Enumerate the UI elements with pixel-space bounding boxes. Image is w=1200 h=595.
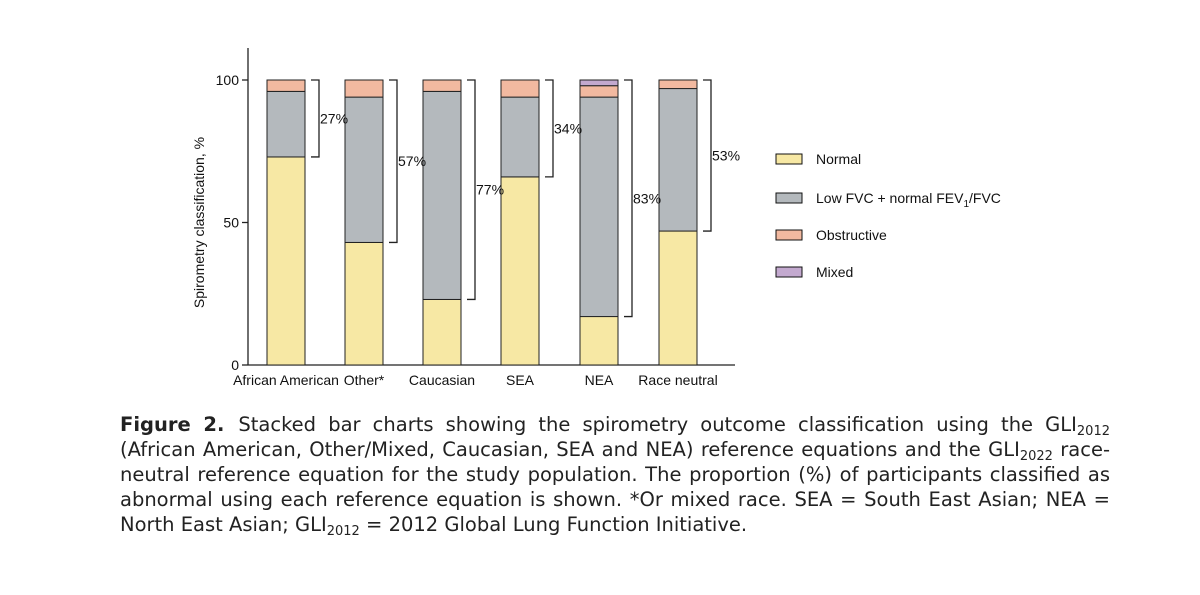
legend-swatch-mixed [775, 266, 803, 278]
figure-label: Figure 2. [120, 413, 225, 436]
legend-item-normal: Normal [775, 151, 861, 167]
bar-segment-obstructive [500, 79, 540, 98]
y-axis-label: Spirometry classification, % [191, 137, 207, 308]
y-tick-label: 100 [216, 72, 240, 88]
caption-sub-3: 2012 [326, 524, 360, 539]
x-tick-label: NEA [585, 372, 614, 388]
bar-segment-low [658, 88, 698, 232]
abnormal-bracket [389, 79, 398, 244]
bar-segment-obstructive [266, 79, 306, 92]
bar-segment-obstructive [344, 79, 384, 98]
bar-segment-normal [579, 316, 619, 366]
caption-text-1: Stacked bar charts showing the spirometr… [238, 413, 1077, 436]
abnormal-percent-label: 57% [398, 153, 426, 169]
legend-swatch-obstructive [775, 229, 803, 241]
legend-item-low-fvc: Low FVC + normal FEV1/FVC [775, 190, 1001, 210]
abnormal-bracket [467, 79, 476, 301]
legend-label-low-fvc: Low FVC + normal FEV1/FVC [816, 190, 1001, 210]
y-tick-label: 0 [231, 357, 239, 373]
legend-swatch-low-fvc [775, 192, 803, 204]
legend-label-obstructive: Obstructive [816, 227, 887, 243]
caption-text-3: race-neutral reference equation for the … [120, 438, 1111, 536]
legend: Normal Low FVC + normal FEV1/FVC Obstruc… [775, 151, 1001, 280]
bar-segment-low [422, 90, 462, 300]
caption-text-4: = 2012 Global Lung Function Initiative. [359, 513, 748, 536]
bar-segment-low [579, 96, 619, 318]
bar-segment-normal [658, 230, 698, 366]
x-tick-label: Caucasian [409, 372, 475, 388]
abnormal-percent-label: 77% [476, 182, 504, 198]
figure-caption: Figure 2. Stacked bar charts showing the … [120, 412, 1111, 539]
x-tick-label: African American [233, 372, 339, 388]
bar-segment-normal [344, 241, 384, 366]
y-tick-label: 50 [223, 215, 239, 231]
abnormal-bracket [624, 79, 633, 318]
abnormal-bracket [311, 79, 320, 158]
bar-segment-obstructive [422, 79, 462, 92]
x-tick-label: Race neutral [638, 372, 717, 388]
legend-item-mixed: Mixed [775, 264, 853, 280]
bar-segment-low [344, 96, 384, 243]
bar-segment-normal [422, 298, 462, 366]
abnormal-bracket [545, 79, 554, 178]
bar-segment-mixed [579, 79, 619, 87]
bar-segment-obstructive [579, 85, 619, 98]
legend-item-obstructive: Obstructive [775, 227, 887, 243]
bar-segment-low [500, 96, 540, 178]
caption-sub-1: 2012 [1076, 424, 1110, 439]
abnormal-percent-label: 53% [712, 148, 740, 164]
abnormal-bracket [703, 79, 712, 232]
abnormal-percent-label: 83% [633, 190, 661, 206]
bar-segment-low [266, 90, 306, 158]
bar-segment-obstructive [658, 79, 698, 90]
bar-segment-normal [500, 176, 540, 366]
legend-label-normal: Normal [816, 151, 861, 167]
abnormal-percent-label: 34% [554, 120, 582, 136]
caption-sub-2: 2022 [1019, 449, 1053, 464]
legend-swatch-normal [775, 153, 803, 165]
plot-area: 0 50 100 Spirometry classification, % Africa… [191, 48, 740, 388]
abnormal-percent-label: 27% [320, 110, 348, 126]
x-tick-label: Other* [344, 372, 385, 388]
legend-label-mixed: Mixed [816, 264, 853, 280]
x-tick-label: SEA [506, 372, 535, 388]
stacked-bar-chart: 0 50 100 Spirometry classification, % Africa… [191, 48, 1001, 388]
caption-text-2: (African American, Other/Mixed, Caucasia… [120, 438, 1020, 461]
bar-segment-normal [266, 156, 306, 366]
